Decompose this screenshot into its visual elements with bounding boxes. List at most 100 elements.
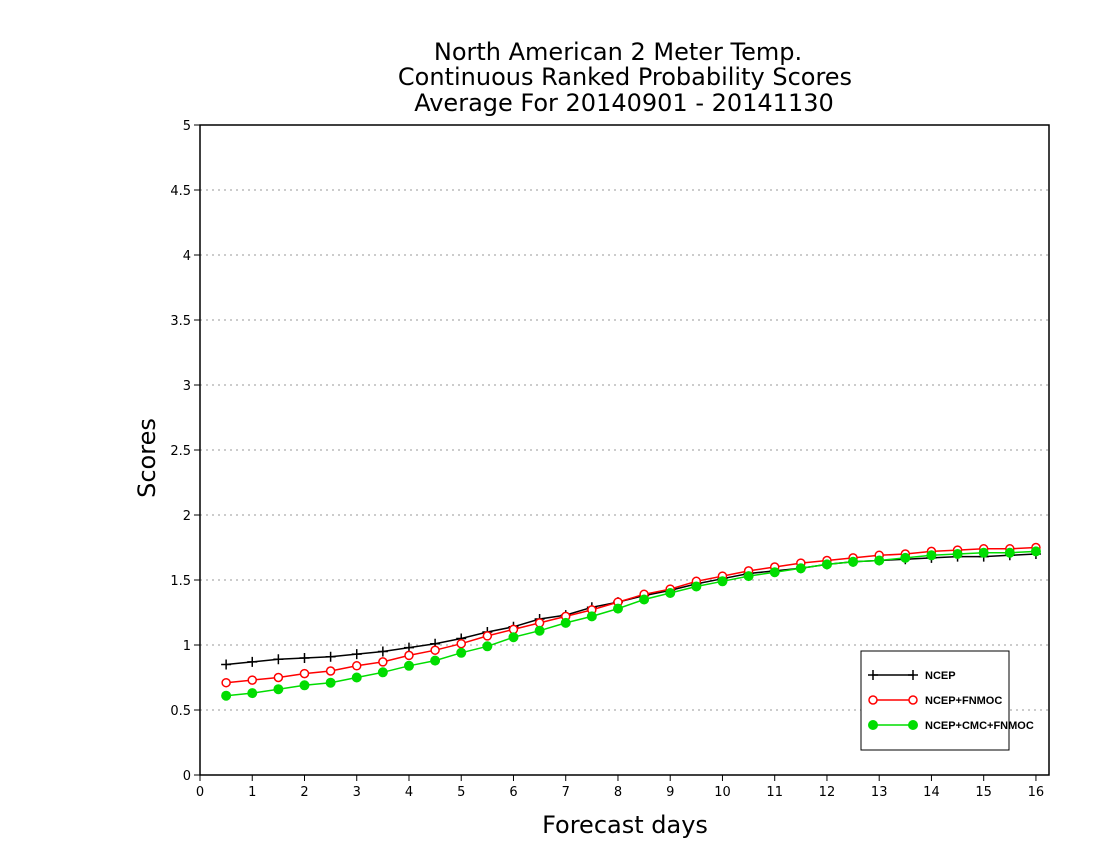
data-point [691, 581, 702, 592]
chart-title: North American 2 Meter Temp. Continuous … [398, 38, 852, 117]
legend-entry: NCEP+FNMOC [868, 695, 1002, 707]
data-point [952, 549, 963, 559]
data-point [456, 638, 466, 649]
data-point [508, 632, 519, 643]
data-point [612, 603, 623, 614]
x-tick-label: 10 [714, 785, 731, 800]
data-point [273, 672, 284, 683]
data-point [247, 688, 258, 699]
data-point [377, 667, 388, 678]
legend-label: NCEP+CMC+FNMOC [925, 720, 1034, 732]
data-point [456, 647, 467, 658]
data-point [769, 567, 780, 578]
data-point [926, 550, 937, 561]
data-point [665, 588, 676, 598]
data-point [586, 611, 597, 622]
y-tick-label: 1.5 [170, 574, 191, 589]
legend-marker [868, 695, 878, 705]
data-point [299, 668, 310, 679]
data-point [221, 677, 231, 688]
data-point [221, 659, 232, 670]
data-point [430, 655, 441, 666]
data-point [560, 617, 571, 628]
y-tick-label: 3.5 [170, 314, 191, 329]
x-tick-label: 11 [766, 785, 783, 800]
data-point [1030, 546, 1041, 557]
y-axis-label: Scores [133, 418, 161, 498]
data-point [299, 653, 310, 663]
y-tick-label: 5 [183, 119, 191, 134]
x-tick-label: 9 [666, 785, 674, 800]
y-axis-ticks: 0 0.5 1 1.5 2 2.5 3 3.5 4 4.5 5 [170, 119, 200, 784]
x-tick-label: 15 [975, 785, 992, 800]
data-point [743, 571, 754, 582]
x-tick-label: 0 [196, 785, 204, 800]
data-point [482, 631, 493, 641]
data-point [247, 675, 257, 685]
x-tick-label: 1 [248, 785, 256, 800]
chart-title-line-2: Continuous Ranked Probability Scores [398, 63, 852, 91]
x-tick-label: 7 [562, 785, 570, 800]
data-point [1004, 547, 1015, 558]
data-point [273, 654, 284, 665]
legend-marker [908, 695, 918, 705]
x-tick-label: 4 [405, 785, 413, 800]
series-3 [221, 546, 1041, 701]
data-point [639, 594, 650, 605]
data-point [378, 657, 388, 667]
y-tick-label: 0 [183, 769, 191, 784]
x-tick-label: 6 [509, 785, 517, 800]
x-tick-label: 14 [923, 785, 940, 800]
y-tick-label: 3 [183, 379, 191, 394]
x-tick-label: 12 [819, 785, 836, 800]
data-point [717, 576, 728, 587]
data-point [874, 555, 885, 566]
data-point [351, 649, 362, 660]
x-axis-ticks: 0 1 2 3 4 5 6 7 8 9 10 11 12 13 14 15 16 [196, 775, 1044, 800]
data-point [377, 646, 388, 657]
data-point [848, 556, 859, 567]
legend-entry: NCEP+CMC+FNMOC [868, 720, 1034, 732]
data-point [430, 645, 440, 655]
data-point [299, 680, 310, 691]
data-point [351, 672, 362, 683]
y-tick-label: 1 [183, 639, 191, 654]
data-point [404, 650, 414, 661]
x-tick-label: 3 [353, 785, 361, 800]
legend-label: NCEP+FNMOC [925, 695, 1002, 707]
x-tick-label: 8 [614, 785, 622, 800]
grid-lines [200, 189, 1049, 711]
legend-marker [908, 720, 918, 730]
x-tick-label: 2 [300, 785, 308, 800]
chart-title-line-3: Average For 20140901 - 20141130 [414, 89, 834, 117]
data-point [325, 651, 336, 662]
y-tick-label: 4.5 [170, 184, 191, 199]
data-point [821, 559, 832, 570]
data-point [247, 656, 258, 667]
x-tick-label: 5 [457, 785, 465, 800]
data-point [325, 677, 336, 688]
chart-title-line-1: North American 2 Meter Temp. [434, 38, 802, 66]
data-series [221, 542, 1041, 701]
legend: NCEP NCEP+FNMOC NCEP+CMC+FNMOC [860, 650, 1034, 751]
y-tick-label: 2.5 [170, 444, 191, 459]
data-point [351, 661, 362, 671]
x-tick-label: 13 [871, 785, 888, 800]
legend-marker [868, 670, 878, 680]
x-tick-label: 16 [1028, 785, 1045, 800]
data-point [325, 666, 336, 676]
legend-marker [868, 720, 878, 730]
data-point [795, 563, 806, 574]
data-point [900, 552, 911, 563]
legend-entry: NCEP [868, 670, 956, 682]
data-point [273, 684, 284, 695]
y-tick-label: 2 [183, 509, 191, 524]
legend-marker [908, 670, 918, 680]
legend-label: NCEP [925, 670, 956, 682]
y-tick-label: 4 [183, 249, 191, 264]
data-point [403, 660, 414, 671]
data-point [978, 547, 989, 558]
data-point [221, 690, 232, 701]
x-axis-label: Forecast days [542, 811, 708, 839]
